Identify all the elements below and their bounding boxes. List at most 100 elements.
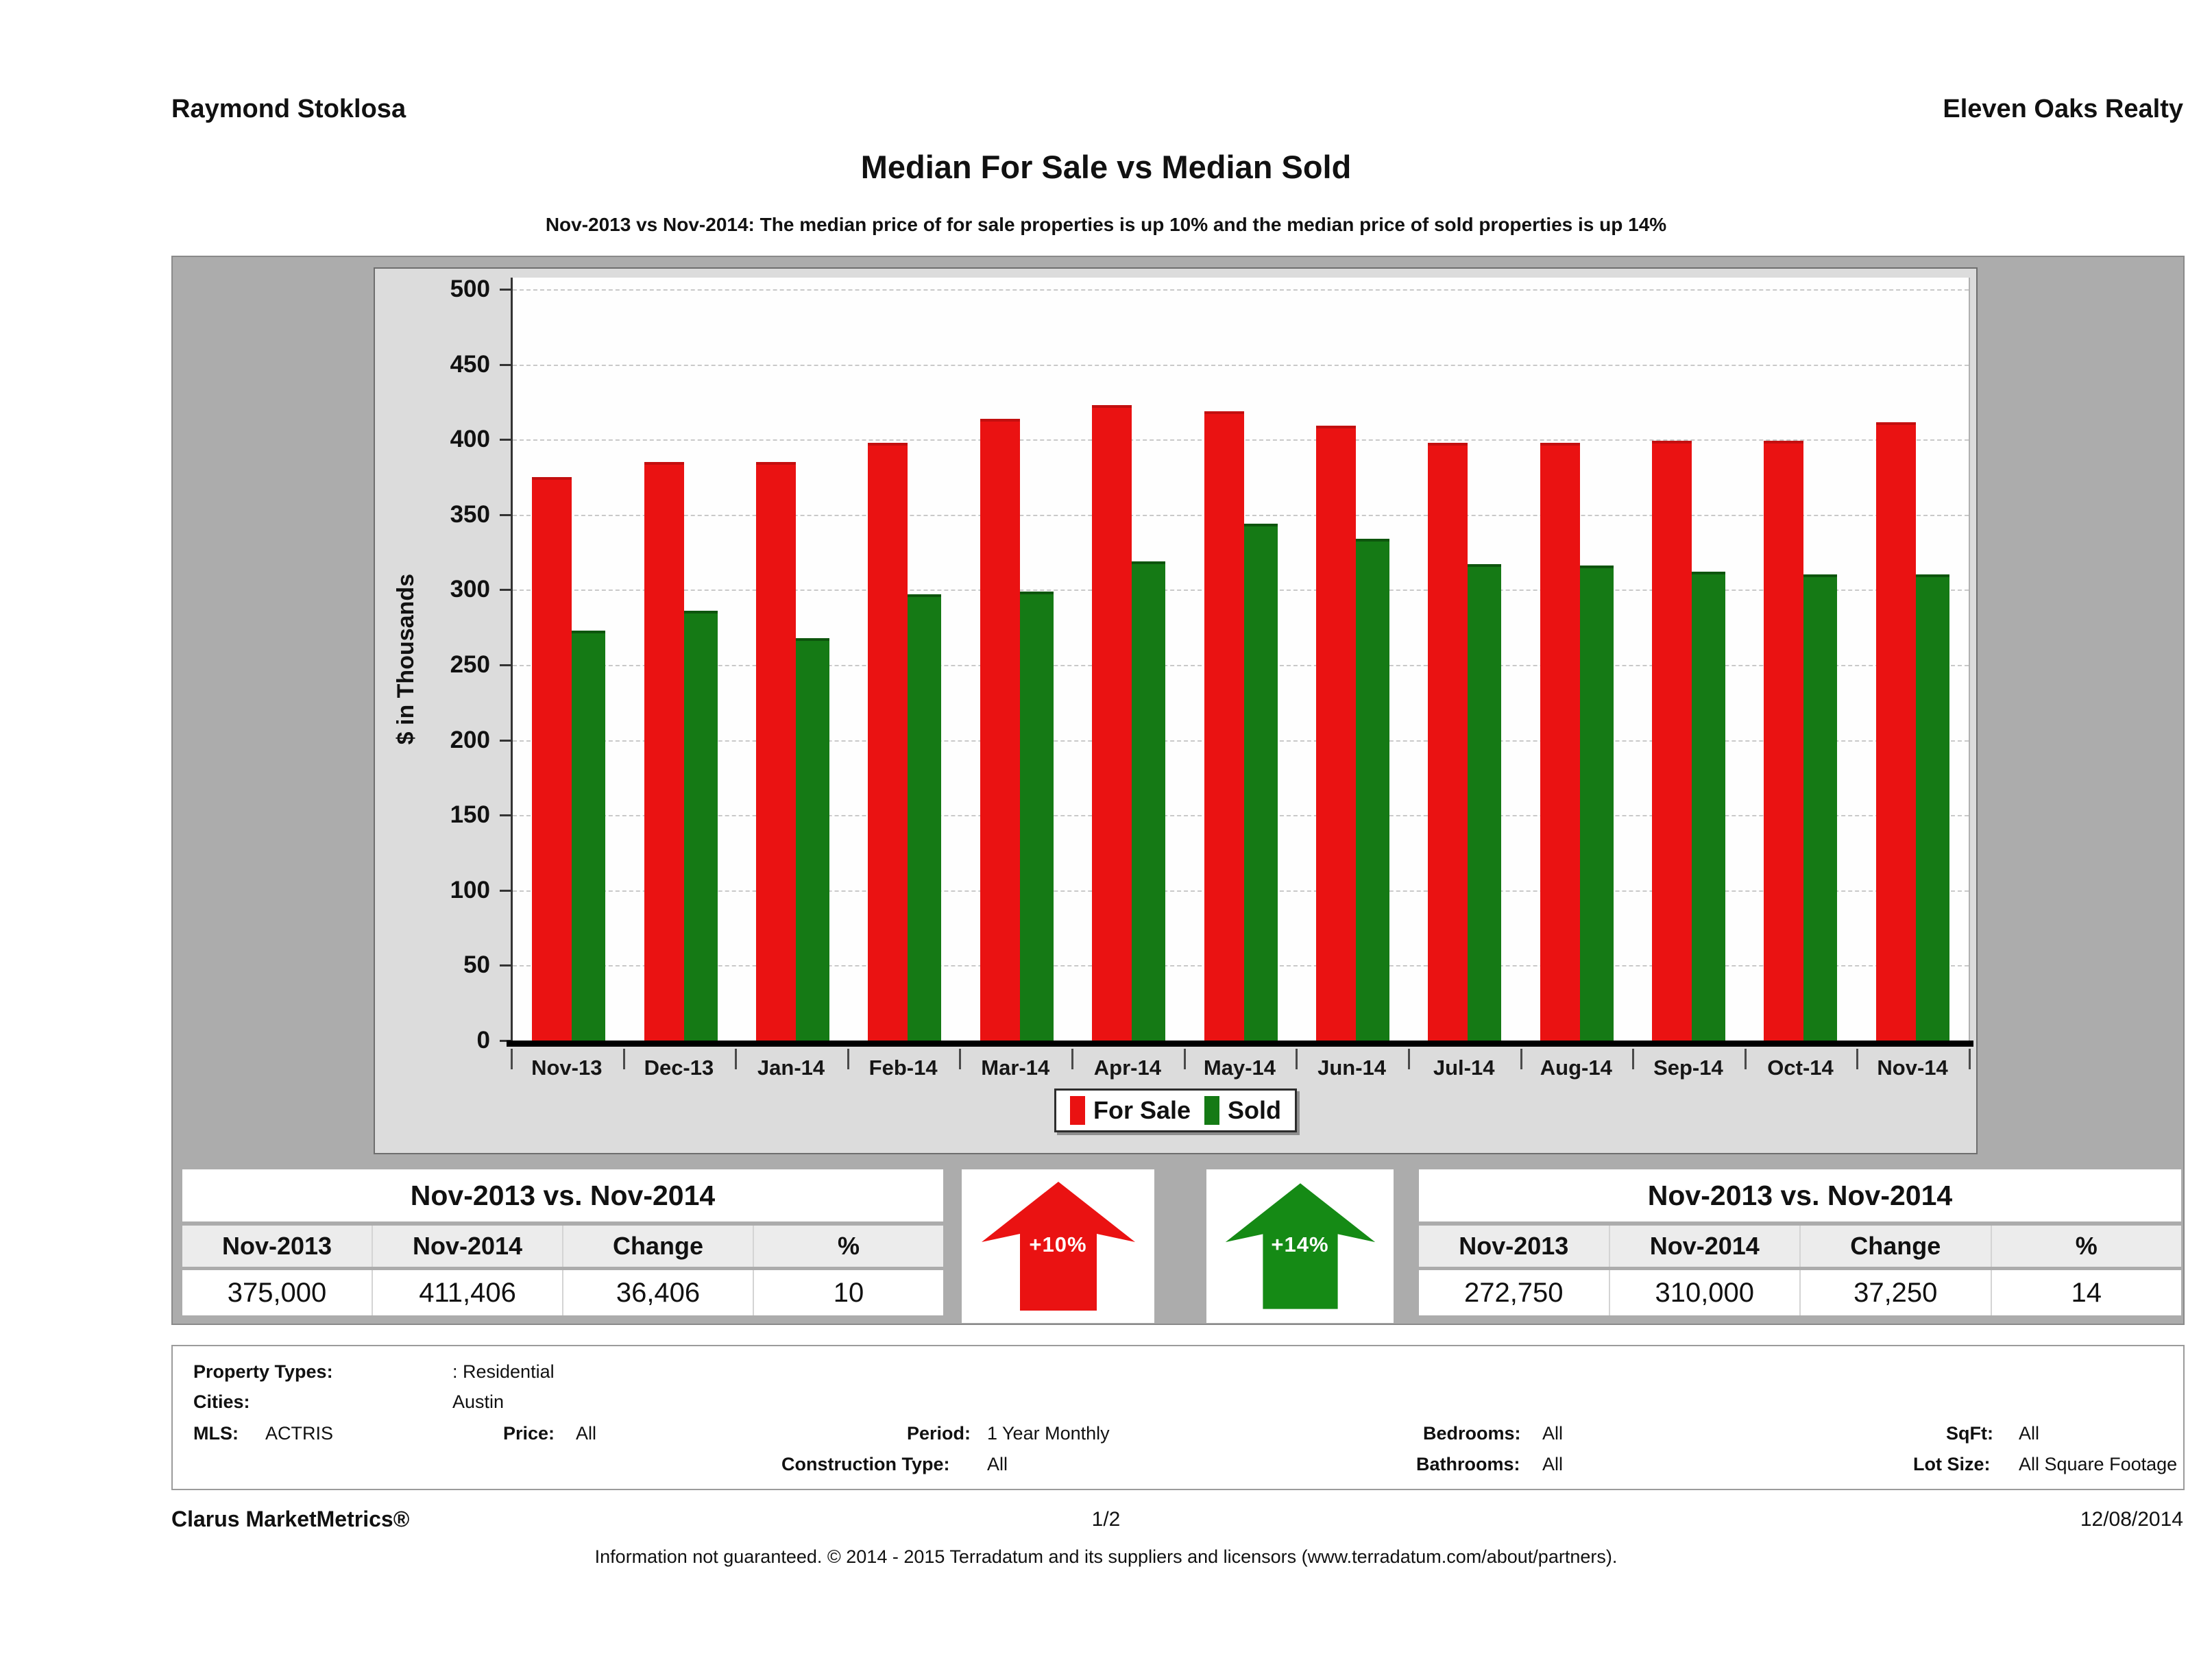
y-tick-label-250: 250 <box>450 651 490 678</box>
sqft-label: SqFt: <box>1946 1423 1993 1444</box>
x-tick-label-Feb-14: Feb-14 <box>868 1056 938 1080</box>
column-header: Nov-2014 <box>372 1226 562 1267</box>
x-tick-label-Jul-14: Jul-14 <box>1433 1056 1495 1080</box>
x-tick-separator <box>1520 1049 1522 1069</box>
legend-label-sold: Sold <box>1228 1096 1282 1124</box>
x-tick-label-Sep-14: Sep-14 <box>1653 1056 1723 1080</box>
column-header: % <box>1990 1226 2182 1267</box>
bar-group-Apr-14 <box>1073 278 1184 1041</box>
bar-group-Nov-14 <box>1857 278 1969 1041</box>
cities-label: Cities: <box>193 1391 250 1412</box>
bar-sold-Jun-14 <box>1355 539 1389 1041</box>
bar-for-sale-Aug-14 <box>1540 443 1580 1041</box>
bathrooms-label: Bathrooms: <box>1416 1454 1520 1474</box>
x-tick-separator <box>847 1049 849 1069</box>
x-tick-separator <box>1408 1049 1410 1069</box>
bar-for-sale-Mar-14 <box>980 419 1020 1041</box>
y-tick-mark <box>500 664 511 666</box>
y-tick-mark <box>500 589 511 592</box>
x-tick-label-Apr-14: Apr-14 <box>1093 1056 1161 1080</box>
bar-sold-Aug-14 <box>1579 566 1614 1041</box>
column-header: Nov-2014 <box>1608 1226 1800 1267</box>
sold-swatch <box>1204 1096 1220 1125</box>
construction-type-label: Construction Type: <box>781 1454 950 1474</box>
y-tick-label-300: 300 <box>450 576 490 603</box>
y-tick-label-50: 50 <box>463 951 490 979</box>
x-tick-separator <box>1632 1049 1634 1069</box>
period-value: 1 Year Monthly <box>987 1423 1110 1444</box>
y-tick-mark <box>500 739 511 742</box>
column-header: % <box>753 1226 943 1267</box>
bar-series <box>513 278 1969 1041</box>
x-tick-label-Jan-14: Jan-14 <box>757 1056 825 1080</box>
lot-size-value: All Square Footage <box>2019 1454 2178 1474</box>
y-tick-label-0: 0 <box>476 1027 490 1054</box>
construction-type-value: All <box>987 1454 1008 1474</box>
bar-for-sale-Sep-14 <box>1652 441 1692 1041</box>
y-tick-mark <box>500 289 511 291</box>
price-label: Price: <box>503 1423 555 1444</box>
column-header: Change <box>562 1226 753 1267</box>
cities-value: Austin <box>452 1391 505 1412</box>
x-axis-labels: Nov-13 Dec-13 Jan-14 Feb-14 Mar-14 Apr-14 May-… <box>511 1049 1971 1082</box>
bar-for-sale-Jul-14 <box>1428 443 1468 1041</box>
y-tick-mark <box>500 889 511 892</box>
bar-group-Dec-13 <box>624 278 736 1041</box>
column-header: Nov-2013 <box>1459 1232 1569 1260</box>
for-sale-change-percent: +10% <box>1029 1232 1087 1256</box>
brokerage-name: Eleven Oaks Realty <box>1943 95 2183 123</box>
sold-summary-table: Nov-2013 vs. Nov-2014 Nov-2013 Nov-2014 … <box>1419 1169 2181 1323</box>
table-cell: 36,406 <box>562 1270 753 1315</box>
gridline-500 <box>513 289 1969 291</box>
y-tick-mark <box>500 964 511 967</box>
sqft-value: All <box>2019 1423 2040 1444</box>
mls-label: MLS: <box>193 1423 239 1444</box>
bar-group-May-14 <box>1184 278 1296 1041</box>
table-title: Nov-2013 vs. Nov-2014 <box>182 1169 943 1221</box>
table-value-row: 375,000 411,406 36,406 10 <box>182 1270 943 1315</box>
y-tick-label-500: 500 <box>450 276 490 302</box>
bar-sold-Feb-14 <box>908 594 942 1041</box>
bar-for-sale-Nov-13 <box>532 477 572 1041</box>
x-tick-separator <box>511 1049 513 1069</box>
x-tick-separator <box>1969 1049 1971 1069</box>
x-tick-separator <box>1071 1049 1073 1069</box>
y-tick-mark <box>500 1040 511 1042</box>
bar-sold-May-14 <box>1243 524 1278 1041</box>
y-tick-label-450: 450 <box>450 350 490 378</box>
y-tick-mark <box>500 814 511 817</box>
table-cell: 411,406 <box>372 1270 562 1315</box>
y-tick-mark <box>500 363 511 366</box>
x-tick-label-Oct-14: Oct-14 <box>1767 1056 1834 1080</box>
chart-frame: $ in Thousands 0 50 100 150 200 250 300 350 400 4… <box>374 267 1978 1154</box>
x-axis-line <box>507 1041 1973 1047</box>
bar-group-Aug-14 <box>1521 278 1633 1041</box>
x-tick-separator <box>623 1049 625 1069</box>
bar-group-Mar-14 <box>961 278 1073 1041</box>
report-criteria-box: Property Types: : Residential Cities: Au… <box>171 1345 2185 1490</box>
column-header: Nov-2013 <box>221 1232 332 1260</box>
bar-sold-Mar-14 <box>1019 592 1054 1041</box>
plot-area <box>511 278 1970 1041</box>
report-date: 12/08/2014 <box>2080 1508 2183 1531</box>
property-types-value: : Residential <box>452 1361 555 1382</box>
sold-change-percent: +14% <box>1271 1232 1329 1256</box>
bar-sold-Jan-14 <box>795 638 829 1041</box>
table-title: Nov-2013 vs. Nov-2014 <box>1419 1169 2181 1221</box>
x-tick-label-Jun-14: Jun-14 <box>1317 1056 1387 1080</box>
bar-group-Jan-14 <box>737 278 849 1041</box>
table-value-row: 272,750 310,000 37,250 14 <box>1419 1270 2181 1315</box>
table-cell: 37,250 <box>1799 1270 1991 1315</box>
bar-sold-Sep-14 <box>1692 572 1726 1041</box>
bar-for-sale-Feb-14 <box>868 443 908 1041</box>
sold-change-arrow-card: +14% <box>1206 1169 1394 1323</box>
up-arrow-icon <box>1225 1183 1375 1309</box>
table-header-row: Nov-2013 Nov-2014 Change % <box>182 1226 943 1267</box>
x-tick-label-Dec-13: Dec-13 <box>644 1056 714 1080</box>
for-sale-summary-table: Nov-2013 vs. Nov-2014 Nov-2013 Nov-2014 … <box>182 1169 943 1323</box>
bar-for-sale-Apr-14 <box>1092 405 1132 1041</box>
y-axis: 0 50 100 150 200 250 300 350 400 450 500 <box>375 276 511 1054</box>
x-tick-separator <box>1184 1049 1186 1069</box>
x-tick-label-May-14: May-14 <box>1203 1056 1276 1080</box>
